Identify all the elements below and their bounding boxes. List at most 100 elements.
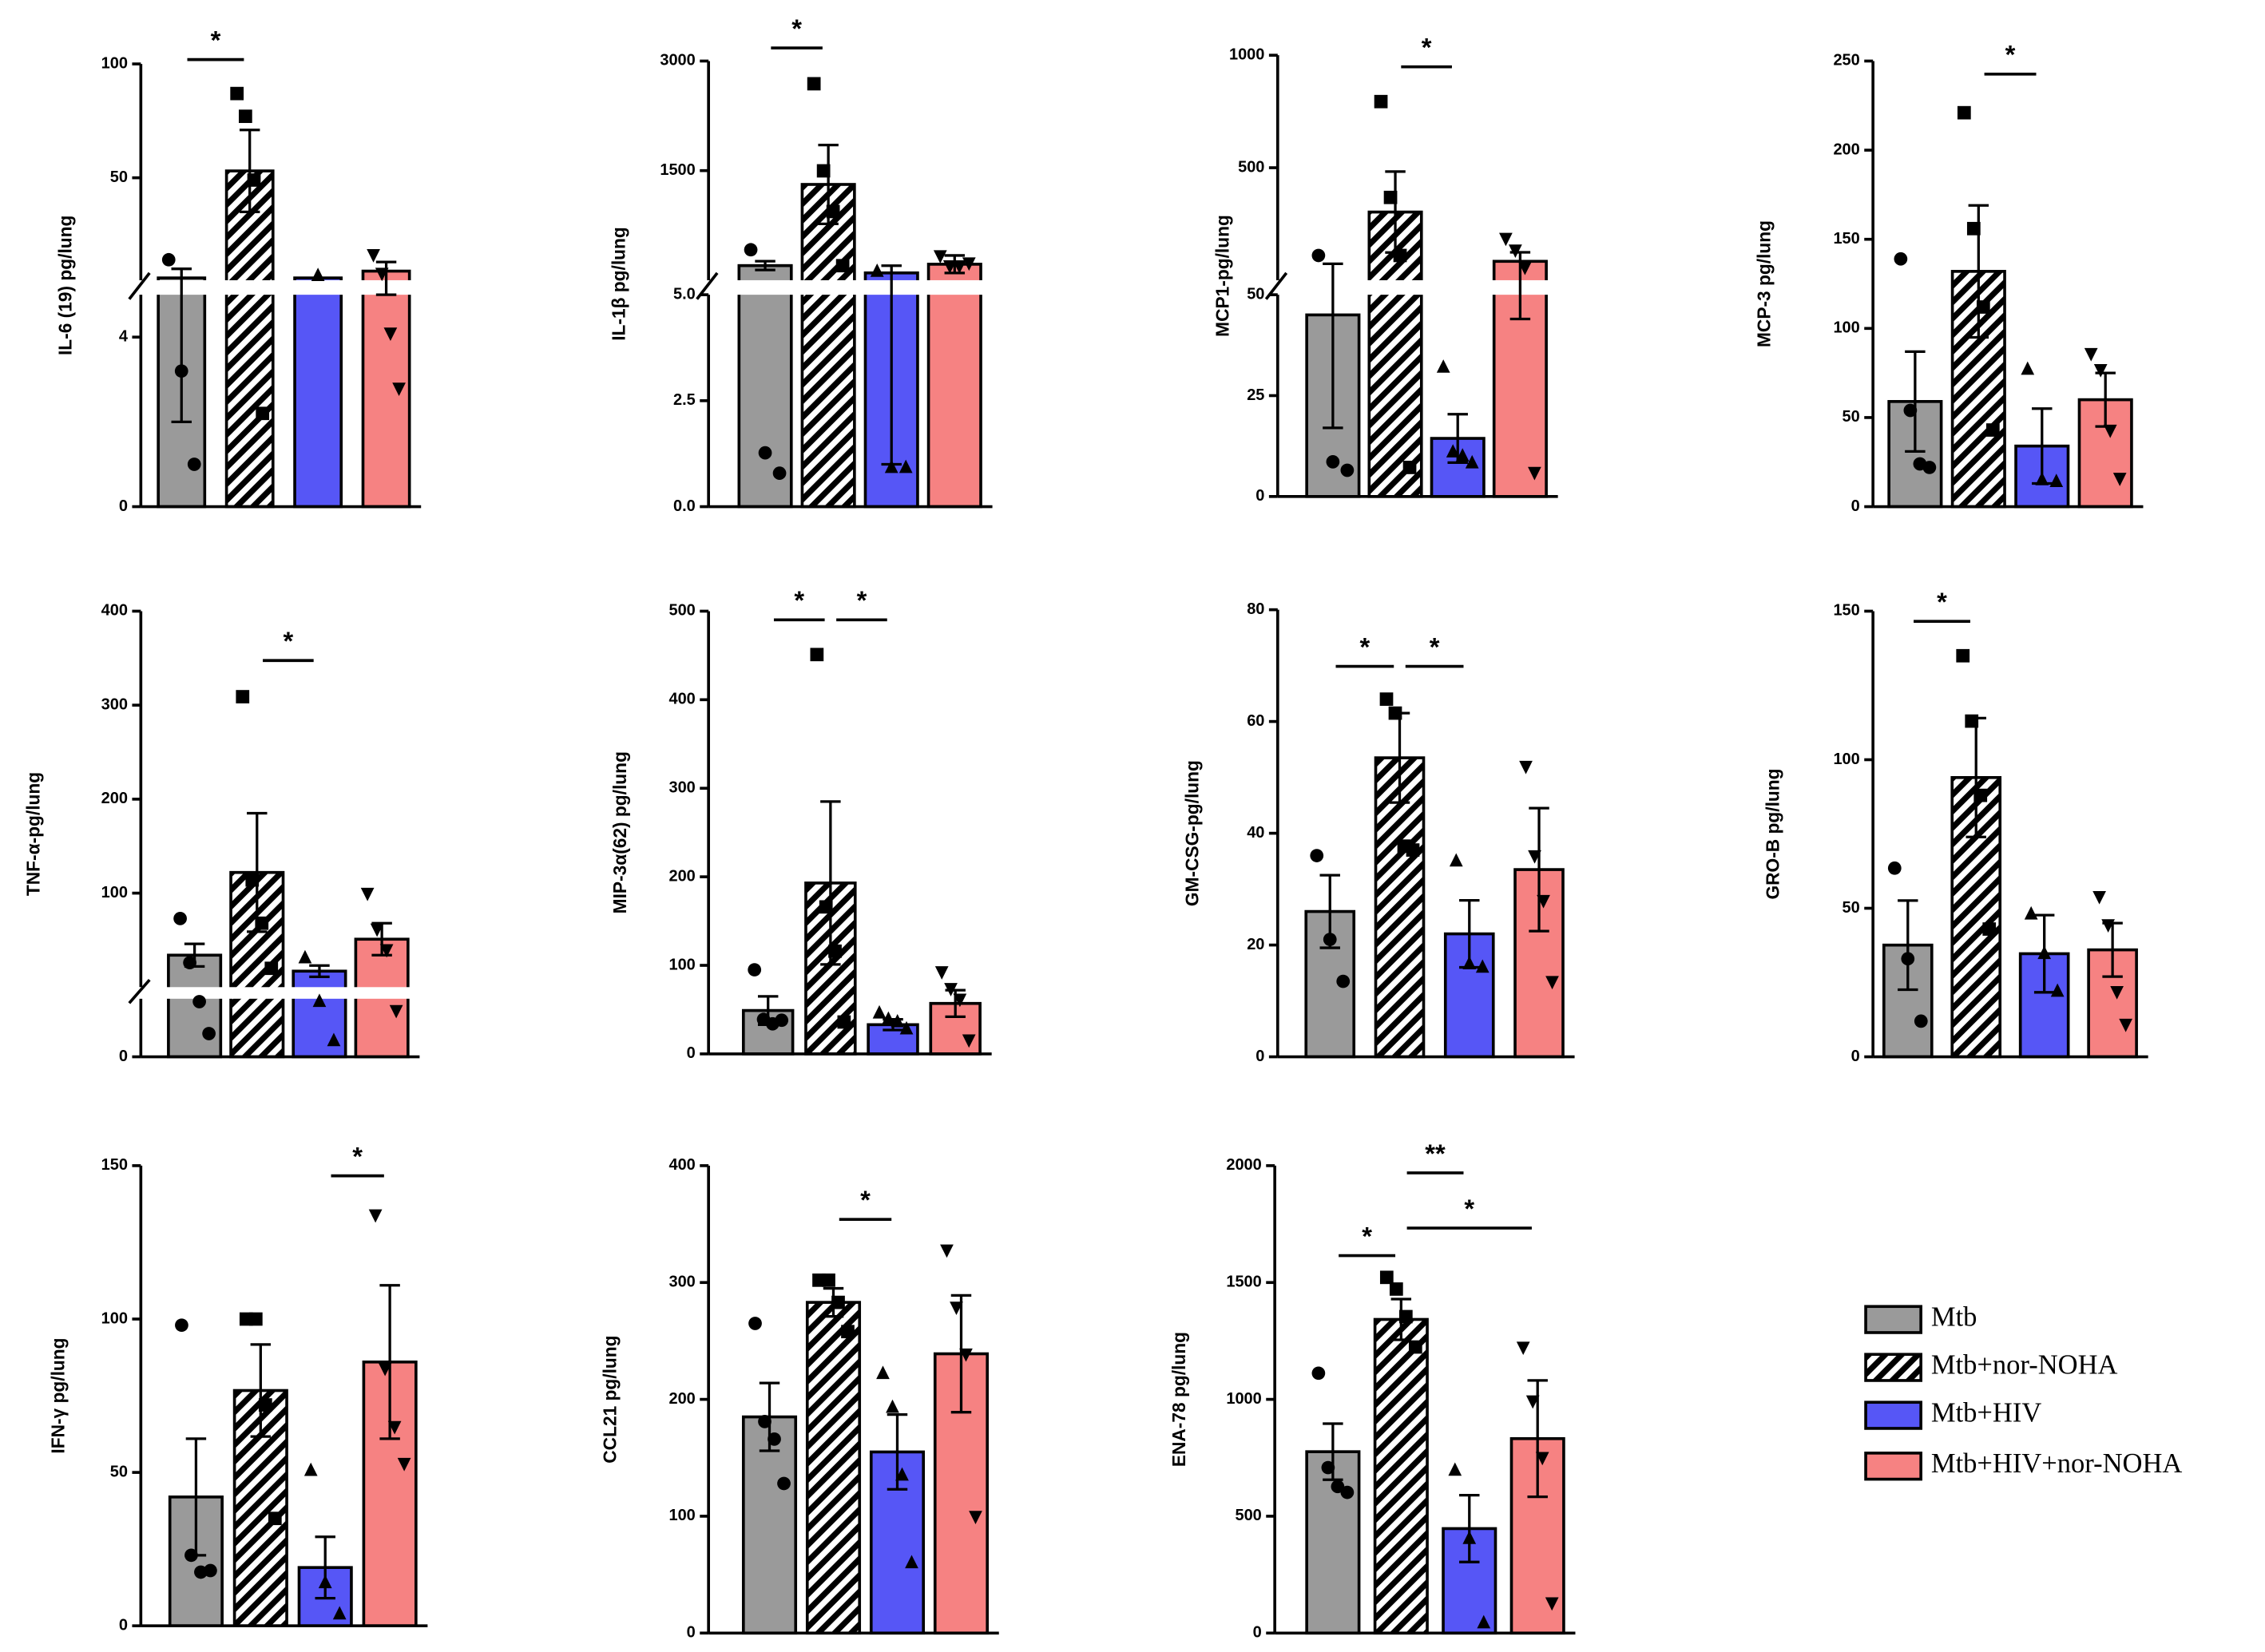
data-point: [2110, 986, 2124, 1000]
data-point: [942, 260, 957, 274]
significance-label: *: [860, 1185, 871, 1214]
data-point: [1388, 706, 1402, 720]
data-point: [184, 1548, 198, 1563]
data-point: [392, 382, 406, 396]
y-tick-label: 100: [101, 884, 128, 901]
data-point: [886, 1399, 899, 1413]
y-tick-label: 0: [1851, 1048, 1860, 1065]
y-tick-label: 0: [1255, 1048, 1264, 1065]
y-tick-label: 1500: [660, 161, 695, 179]
y-tick-label: 50: [110, 168, 128, 186]
data-point: [375, 267, 389, 282]
y-tick-label: 1000: [1229, 46, 1264, 63]
data-point: [1383, 190, 1398, 204]
data-point: [2049, 473, 2064, 487]
significance-label: *: [1362, 1221, 1372, 1250]
data-point: [1509, 244, 1522, 258]
data-point: [962, 257, 976, 271]
data-point: [327, 1032, 341, 1047]
data-point: [933, 250, 947, 264]
data-point: [2112, 473, 2127, 486]
data-point: [934, 966, 949, 980]
data-point: [264, 961, 279, 976]
data-point: [872, 1004, 887, 1019]
data-point: [1518, 261, 1532, 275]
data-point: [1455, 448, 1470, 462]
y-tick-label: 0: [119, 1616, 128, 1634]
y-tick-label: 200: [668, 867, 695, 885]
data-point: [1379, 1270, 1394, 1285]
y-axis-label: CCL21 pg/lung: [599, 1335, 620, 1463]
data-point: [2101, 919, 2115, 933]
data-point: [174, 364, 188, 378]
error-bar: [309, 964, 330, 978]
data-point: [236, 690, 250, 703]
data-point: [2021, 361, 2035, 375]
data-point: [183, 956, 196, 970]
data-point: [1519, 760, 1533, 774]
data-point: [1477, 1614, 1491, 1629]
data-point: [898, 459, 913, 473]
data-point: [2050, 983, 2065, 997]
data-point: [828, 944, 842, 958]
y-tick-label: 0.0: [673, 497, 696, 515]
y-tick-label: 40: [1247, 824, 1264, 842]
data-point: [837, 1015, 851, 1029]
y-tick-label: 100: [668, 956, 695, 973]
y-tick-label: 250: [1833, 52, 1859, 69]
error-bar: [1459, 1493, 1480, 1563]
data-point: [1436, 359, 1450, 373]
data-point: [378, 1362, 392, 1377]
data-point: [1973, 788, 1988, 802]
y-tick-label: 3000: [660, 52, 695, 69]
data-point: [962, 1034, 976, 1048]
data-point: [940, 1244, 954, 1258]
y-tick-label: 4: [119, 327, 128, 345]
data-point: [1311, 1366, 1326, 1381]
y-tick-label: 300: [668, 779, 695, 797]
data-point: [370, 923, 384, 937]
error-bar: [820, 800, 841, 966]
y-tick-label: 20: [1247, 936, 1264, 953]
data-point: [1402, 461, 1417, 474]
data-point: [810, 648, 824, 662]
axis-break-gap: [704, 279, 998, 295]
data-point: [1446, 444, 1460, 458]
y-tick-label: 25: [1247, 386, 1264, 404]
data-point: [768, 1432, 781, 1446]
legend-label: Mtb+nor-NOHA: [1931, 1350, 2118, 1381]
y-tick-label: 150: [1833, 230, 1859, 248]
data-point: [1323, 933, 1337, 946]
data-point: [1398, 1309, 1413, 1324]
y-tick-label: 80: [1247, 600, 1264, 618]
legend-swatch: [1864, 1305, 1922, 1334]
data-point: [204, 1563, 217, 1578]
data-point: [1982, 922, 1997, 936]
y-tick-label: 200: [668, 1390, 695, 1408]
error-bar: [1529, 806, 1549, 933]
significance-label: *: [791, 14, 802, 43]
bar: [805, 1301, 862, 1635]
bar: [1374, 756, 1426, 1059]
y-tick-label: 200: [1833, 141, 1859, 158]
data-point: [173, 911, 187, 925]
data-point: [2037, 945, 2052, 960]
data-point: [952, 260, 966, 274]
data-point: [1465, 454, 1479, 469]
error-bar: [379, 1284, 400, 1440]
y-tick-label: 100: [101, 1309, 128, 1327]
data-point: [1379, 692, 1394, 706]
y-axis-label: MCP1-pg/lung: [1212, 215, 1233, 337]
error-bar: [1527, 1379, 1548, 1499]
y-axis-label: GM-CSG-pg/lung: [1181, 760, 1202, 906]
data-point: [379, 944, 394, 958]
data-point: [383, 327, 398, 341]
data-point: [959, 1348, 973, 1362]
error-bar: [1898, 899, 1918, 992]
data-point: [1331, 1480, 1345, 1494]
y-tick-label: 0: [119, 1048, 128, 1065]
error-bar: [887, 1412, 908, 1491]
y-axis-label: IL-1β pg/lung: [608, 227, 629, 341]
data-point: [387, 1420, 402, 1435]
y-tick-label: 400: [668, 1156, 695, 1174]
